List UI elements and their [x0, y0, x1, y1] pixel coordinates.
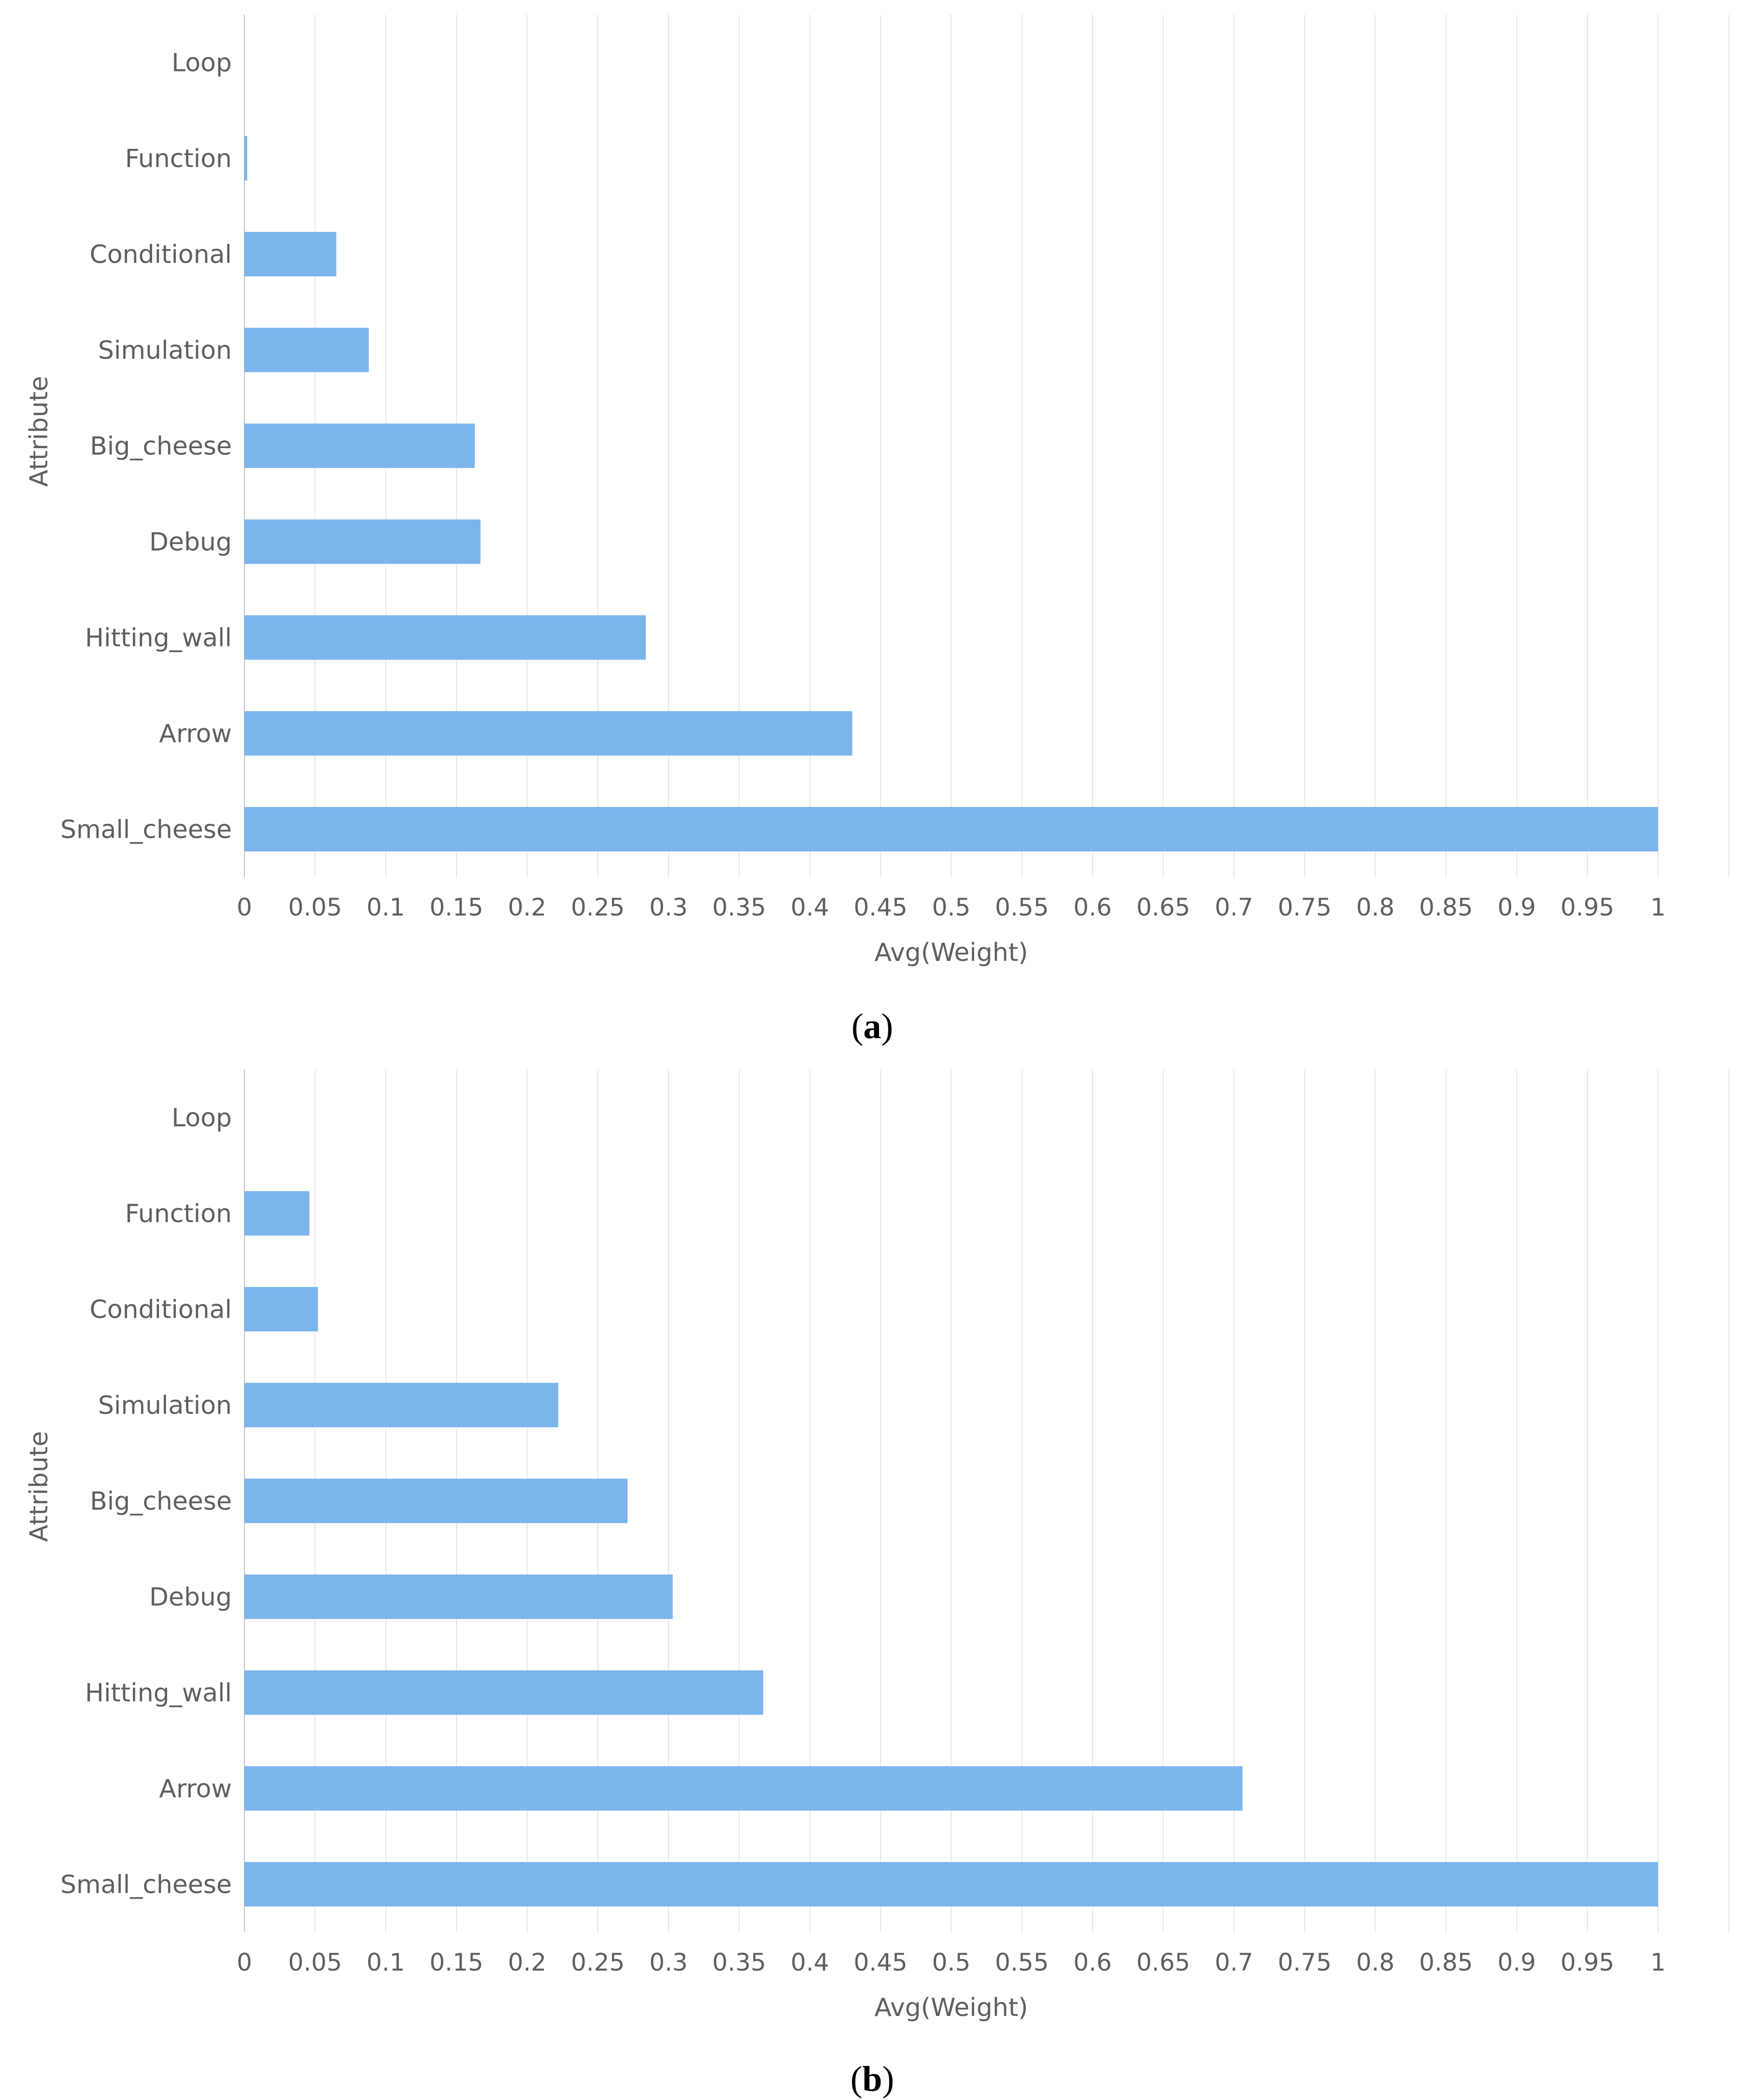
- bar-small-cheese: [244, 807, 1658, 852]
- category-label: Arrow: [159, 1775, 232, 1804]
- bar-big-cheese: [244, 423, 475, 468]
- x-tick-label: 0.75: [1278, 1948, 1332, 1976]
- panel-a-chart: Loop Function Conditional Simulation Big_che…: [25, 14, 1730, 967]
- bar-hitting-wall: [244, 1670, 764, 1715]
- bar-function: [244, 1191, 310, 1236]
- bar-simulation: [244, 1382, 558, 1427]
- bar-arrow: [244, 1766, 1243, 1811]
- bar-big-cheese: [244, 1479, 628, 1523]
- bar-simulation: [244, 327, 369, 372]
- category-label: Conditional: [90, 1295, 232, 1324]
- x-tick-label: 0.75: [1278, 893, 1332, 921]
- x-tick-label: 0.2: [508, 1948, 547, 1976]
- x-tick-label: 0.95: [1561, 893, 1614, 921]
- x-tick-label: 0.5: [932, 893, 971, 921]
- x-tick-label: 0.45: [853, 893, 907, 921]
- x-tick-label: 0.35: [712, 893, 766, 921]
- category-label: Loop: [171, 48, 232, 77]
- x-tick-label: 0.05: [288, 1948, 342, 1976]
- x-tick-label: 0.7: [1215, 893, 1253, 921]
- category-label: Simulation: [98, 336, 232, 365]
- x-tick-label: 0.85: [1419, 1948, 1473, 1976]
- category-label: Function: [125, 1199, 232, 1228]
- category-label: Small_cheese: [60, 815, 232, 844]
- category-label: Big_cheese: [90, 1487, 232, 1516]
- x-tick-label: 0.8: [1356, 1948, 1395, 1976]
- x-tick-label: 0.3: [649, 1948, 688, 1976]
- x-tick-label: 0: [237, 1948, 252, 1976]
- category-label: Debug: [149, 528, 232, 557]
- bar-small-cheese: [244, 1862, 1658, 1907]
- category-label: Hitting_wall: [85, 623, 232, 652]
- y-axis-title: Attribute: [25, 1431, 54, 1542]
- category-label: Function: [125, 144, 232, 173]
- x-tick-label: 0.15: [429, 1948, 483, 1976]
- category-label: Conditional: [90, 240, 232, 269]
- x-tick-label: 1: [1650, 893, 1666, 921]
- x-tick-label: 0.55: [995, 1948, 1049, 1976]
- x-tick-label: 0: [237, 893, 252, 921]
- x-tick-label: 0.2: [508, 893, 547, 921]
- x-tick-label: 0.8: [1356, 893, 1395, 921]
- bar-debug: [244, 1574, 673, 1619]
- x-tick-label: 0.9: [1498, 893, 1536, 921]
- x-tick-label: 0.1: [367, 1948, 405, 1976]
- x-tick-label: 0.4: [791, 1948, 829, 1976]
- x-tick-label: 0.35: [712, 1948, 766, 1976]
- x-tick-label: 0.5: [932, 1948, 971, 1976]
- x-tick-label: 0.45: [853, 1948, 907, 1976]
- bar-function: [244, 136, 247, 181]
- x-tick-label: 0.6: [1073, 893, 1112, 921]
- x-tick-label: 0.15: [429, 893, 483, 921]
- x-tick-label: 0.95: [1561, 1948, 1614, 1976]
- category-label: Loop: [171, 1103, 232, 1132]
- bar-arrow: [244, 711, 852, 756]
- x-tick-label: 0.3: [649, 893, 688, 921]
- x-tick-label: 0.25: [571, 893, 624, 921]
- bar-hitting-wall: [244, 615, 646, 660]
- category-label: Arrow: [159, 719, 232, 748]
- x-tick-label: 0.65: [1136, 1948, 1190, 1976]
- x-axis-title: Avg(Weight): [874, 1993, 1028, 2022]
- x-axis-title: Avg(Weight): [874, 938, 1028, 967]
- panel-b-chart: Loop Function Conditional Simulation Big_che…: [25, 1070, 1730, 2022]
- x-tick-label: 0.9: [1498, 1948, 1536, 1976]
- category-label: Simulation: [98, 1391, 232, 1420]
- category-label: Big_cheese: [90, 432, 232, 461]
- y-axis-title: Attribute: [25, 376, 54, 487]
- x-tick-label: 0.25: [571, 1948, 624, 1976]
- x-tick-label: 0.1: [367, 893, 405, 921]
- bar-debug: [244, 519, 481, 564]
- category-label: Hitting_wall: [85, 1678, 232, 1707]
- x-tick-label: 0.7: [1215, 1948, 1253, 1976]
- x-tick-label: 0.85: [1419, 893, 1473, 921]
- x-tick-label: 0.6: [1073, 1948, 1112, 1976]
- x-tick-label: 0.65: [1136, 893, 1190, 921]
- category-label: Small_cheese: [60, 1870, 232, 1899]
- x-tick-label: 0.55: [995, 893, 1049, 921]
- x-tick-label: 0.05: [288, 893, 342, 921]
- panel-a-caption: (a): [851, 1007, 893, 1046]
- panel-b-caption: (b): [851, 2059, 894, 2099]
- category-label: Debug: [149, 1583, 232, 1612]
- bar-conditional: [244, 232, 337, 277]
- bar-conditional: [244, 1287, 318, 1332]
- x-tick-label: 1: [1650, 1948, 1666, 1976]
- x-tick-label: 0.4: [791, 893, 829, 921]
